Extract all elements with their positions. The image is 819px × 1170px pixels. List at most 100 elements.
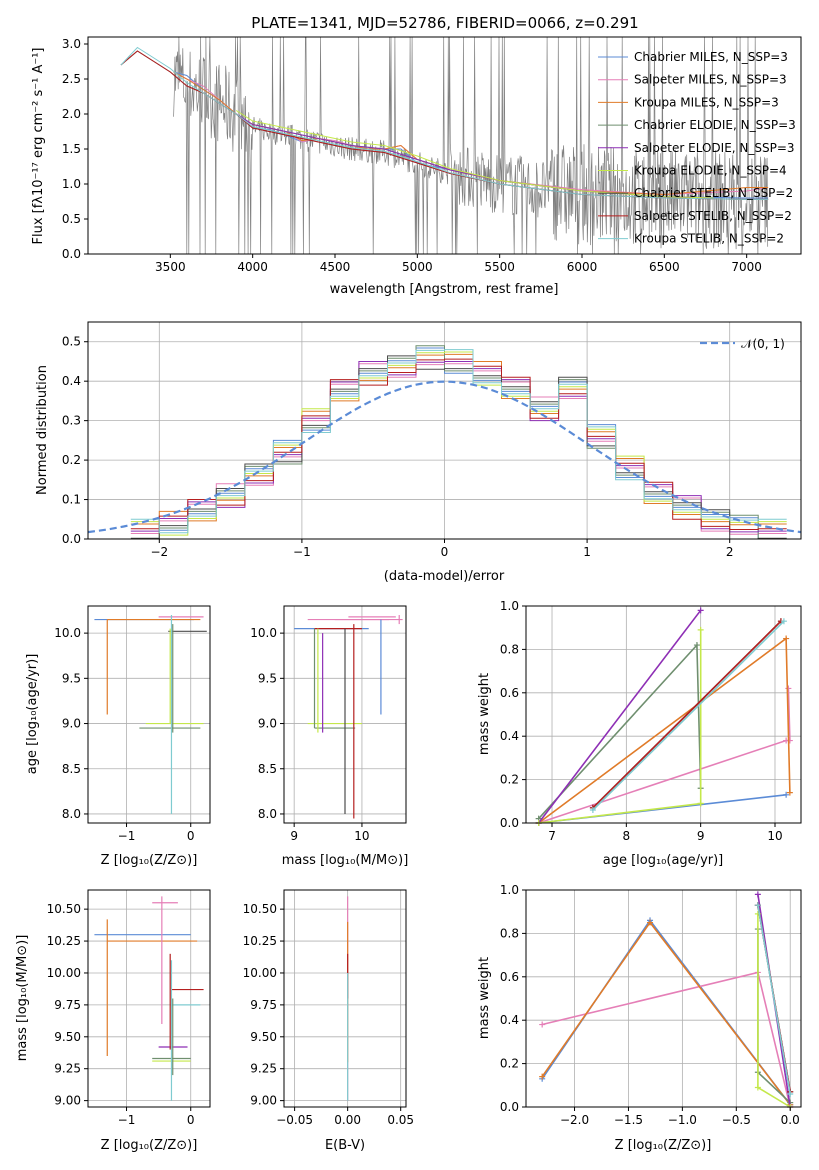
- model-spectrum-line: [120, 46, 769, 200]
- p6-ticks: −1 0 9.00 9.25 9.50 9.75 10.00 10.25 10.50: [47, 902, 195, 1127]
- histogram-ticks: −2 −1 0 1 2 0.0 0.1 0.2 0.3 0.4 0.5: [62, 335, 734, 559]
- histogram-y-label: Normed distribution: [35, 365, 50, 495]
- histogram-x-label: (data-model)/error: [384, 569, 505, 584]
- legend-entry: Kroupa STELIB, N_SSP=2: [634, 232, 784, 246]
- y-tick-label: 0.6: [500, 686, 519, 700]
- p5-y-label: mass weight: [477, 673, 492, 755]
- y-tick-label: 8.5: [258, 762, 277, 776]
- p4-axes-frame: [283, 605, 407, 824]
- y-tick-label: 10.0: [54, 626, 81, 640]
- mass-weight-marker: [786, 789, 793, 796]
- p5-axes-frame: [525, 605, 802, 824]
- mass-weight-metallicity-line: [542, 971, 791, 1108]
- mass-weight-marker: [589, 806, 596, 813]
- x-tick-label: 0.05: [387, 1113, 414, 1127]
- model-spectrum-line: [235, 110, 714, 199]
- y-tick-label: 9.75: [54, 998, 81, 1012]
- p5-x-label: age [log₁₀(age/yr)]: [603, 853, 724, 868]
- y-tick-label: 0.4: [62, 374, 81, 388]
- legend-entry: Salpeter STELIB, N_SSP=2: [634, 209, 792, 223]
- x-tick-label: −1.5: [614, 1113, 643, 1127]
- p6-y-label: mass [log₁₀(M/M⊙)]: [15, 935, 30, 1062]
- y-tick-label: 0.2: [500, 1057, 519, 1071]
- y-tick-label: 0.5: [62, 335, 81, 349]
- mass-weight-age-line: [538, 629, 702, 824]
- y-tick-label: 1.0: [500, 599, 519, 613]
- x-tick-label: −1: [118, 1113, 136, 1127]
- x-tick-label: 10: [767, 829, 782, 843]
- x-tick-label: −0.5: [722, 1113, 751, 1127]
- y-tick-label: 0.5: [62, 212, 81, 226]
- p8-axes-frame: [525, 889, 802, 1108]
- p5-ticks: 7 8 9 10 0.0 0.2 0.4 0.6 0.8 1.0: [500, 599, 783, 843]
- mass-weight-marker: [697, 607, 704, 614]
- legend-entry: Chabrier ELODIE, N_SSP=3: [634, 118, 796, 132]
- p8-plot-area: [539, 891, 794, 1110]
- normal-legend-label: 𝒩(0, 1): [741, 337, 785, 351]
- p7-axes-frame: [283, 889, 407, 1108]
- mass-weight-marker: [693, 642, 700, 649]
- mass-weight-metallicity-line: [757, 905, 791, 1095]
- x-tick-label: 0.00: [334, 1113, 361, 1127]
- y-tick-label: 0.2: [62, 453, 81, 467]
- y-tick-label: 9.00: [250, 1094, 277, 1108]
- y-tick-label: 0.2: [500, 773, 519, 787]
- y-tick-label: 9.0: [258, 717, 277, 731]
- mass-weight-age-line: [538, 636, 791, 824]
- x-tick-label: 0: [187, 829, 195, 843]
- p6-plot-area: [94, 896, 204, 1101]
- mass-weight-marker: [780, 618, 787, 625]
- p4-ticks: 9 10 8.0 8.5 9.0 9.5 10.0: [250, 626, 369, 843]
- y-tick-label: 9.25: [250, 1062, 277, 1076]
- y-tick-label: 9.5: [62, 671, 81, 685]
- y-tick-label: 9.50: [250, 1030, 277, 1044]
- spectrum-y-label: Flux [fλ10⁻¹⁷ erg cm⁻² s⁻¹ A⁻¹]: [31, 48, 46, 245]
- spectrum-plot-area: [120, 36, 769, 255]
- y-tick-label: 9.00: [54, 1094, 81, 1108]
- p8-y-label: mass weight: [477, 957, 492, 1039]
- p4-plot-area: [294, 615, 403, 819]
- y-tick-label: 8.5: [62, 762, 81, 776]
- spectrum-axes-frame: [87, 36, 802, 255]
- x-tick-label: 5500: [484, 260, 515, 274]
- y-tick-label: 0.0: [62, 247, 81, 261]
- mass-weight-marker: [647, 919, 654, 926]
- legend-entry: Salpeter MILES, N_SSP=3: [634, 73, 787, 87]
- y-tick-label: 0.4: [500, 729, 519, 743]
- mass-weight-marker: [539, 1021, 546, 1028]
- legend-entry: Chabrier STELIB, N_SSP=2: [634, 186, 793, 200]
- p4-x-label: mass [log₁₀(M/M⊙)]: [282, 853, 409, 868]
- mass-weight-age-line: [592, 620, 782, 809]
- p7-x-label: E(B-V): [325, 1138, 365, 1153]
- figure-title: PLATE=1341, MJD=52786, FIBERID=0066, z=0…: [251, 14, 638, 32]
- x-tick-label: −2.0: [560, 1113, 589, 1127]
- x-tick-label: −1: [118, 829, 136, 843]
- y-tick-label: 3.0: [62, 37, 81, 51]
- mass-weight-metallicity-line: [541, 919, 791, 1106]
- y-tick-label: 8.0: [62, 807, 81, 821]
- mass-weight-age-line: [538, 688, 791, 824]
- x-tick-label: 0: [441, 545, 449, 559]
- p3-y-label: age [log₁₀(age/yr)]: [25, 654, 40, 775]
- mass-weight-marker: [786, 737, 793, 744]
- normal-distribution-curve: [87, 380, 802, 534]
- mass-weight-marker: [754, 1084, 761, 1091]
- x-tick-label: 6500: [649, 260, 680, 274]
- y-tick-label: 9.5: [258, 671, 277, 685]
- y-tick-label: 0.0: [500, 1100, 519, 1114]
- p3-axes-frame: [87, 605, 211, 824]
- p6-axes-frame: [87, 889, 211, 1108]
- x-tick-label: −2: [150, 545, 168, 559]
- p5-plot-area: [535, 607, 793, 826]
- x-tick-label: 9: [697, 829, 705, 843]
- x-tick-label: 5000: [402, 260, 433, 274]
- y-tick-label: 10.00: [47, 966, 81, 980]
- p6-x-label: Z [log₁₀(Z/Z⊙)]: [101, 1138, 198, 1153]
- x-tick-label: −0.05: [276, 1113, 313, 1127]
- x-tick-label: 4500: [320, 260, 351, 274]
- x-tick-label: 2: [726, 545, 734, 559]
- mass-weight-vs-metallicity-panel: −2.0 −1.5 −1.0 −0.5 0.0 0.0 0.2 0.4 0.6 0.8 1.0 Z …: [477, 883, 802, 1153]
- y-tick-label: 0.6: [500, 970, 519, 984]
- mass-vs-metallicity-panel: −1 0 9.00 9.25 9.50 9.75 10.00 10.25 10.50 Z [lo…: [15, 889, 211, 1153]
